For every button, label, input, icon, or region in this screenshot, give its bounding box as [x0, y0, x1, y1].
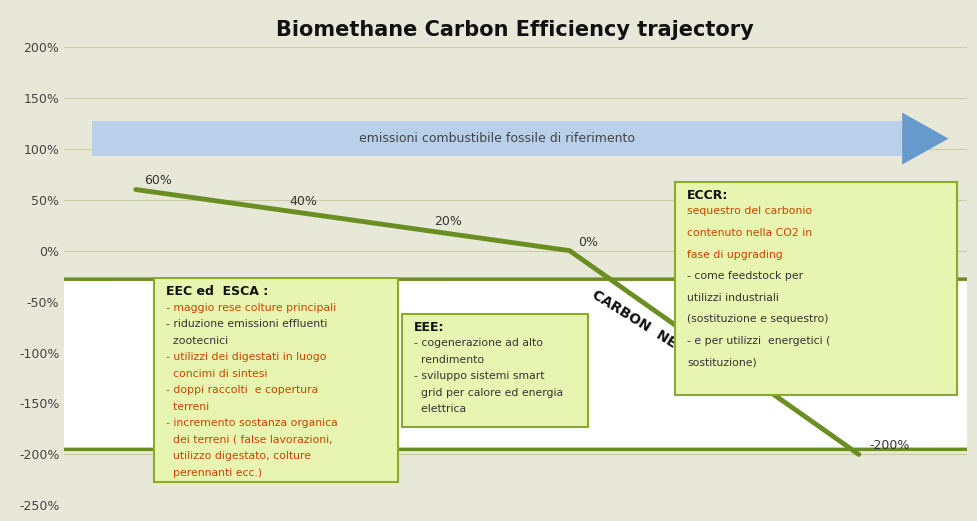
Text: - sviluppo sistemi smart: - sviluppo sistemi smart: [414, 371, 544, 381]
FancyBboxPatch shape: [154, 278, 398, 482]
Bar: [93, 121, 902, 156]
Text: - incremento sostanza organica: - incremento sostanza organica: [166, 418, 337, 428]
Text: -100%: -100%: [724, 338, 765, 351]
Text: - come feedstock per: - come feedstock per: [687, 271, 803, 281]
Text: elettrica: elettrica: [414, 404, 466, 414]
Text: emissioni combustibile fossile di riferimento: emissioni combustibile fossile di riferi…: [360, 132, 635, 145]
Text: dei terreni ( false lavorazioni,: dei terreni ( false lavorazioni,: [166, 435, 332, 445]
Text: (sostituzione e sequestro): (sostituzione e sequestro): [687, 314, 828, 324]
Text: fase di upgrading: fase di upgrading: [687, 250, 783, 259]
Text: rendimento: rendimento: [414, 354, 485, 365]
Title: Biomethane Carbon Efficiency trajectory: Biomethane Carbon Efficiency trajectory: [276, 20, 754, 40]
Text: EEE:: EEE:: [414, 320, 445, 333]
Text: perennanti ecc.): perennanti ecc.): [166, 468, 262, 478]
Text: terreni: terreni: [166, 402, 209, 412]
Text: - riduzione emissioni effluenti: - riduzione emissioni effluenti: [166, 319, 327, 329]
Text: - utilizzi dei digestati in luogo: - utilizzi dei digestati in luogo: [166, 352, 326, 362]
Text: 60%: 60%: [145, 175, 172, 188]
Text: sequestro del carbonio: sequestro del carbonio: [687, 206, 812, 216]
Text: grid per calore ed energia: grid per calore ed energia: [414, 388, 564, 398]
Text: 40%: 40%: [289, 195, 317, 208]
Polygon shape: [902, 113, 949, 165]
Text: contenuto nella CO2 in: contenuto nella CO2 in: [687, 228, 812, 238]
Text: sostituzione): sostituzione): [687, 357, 757, 367]
Text: - e per utilizzi  energetici (: - e per utilizzi energetici (: [687, 336, 830, 346]
Text: - doppi raccolti  e copertura: - doppi raccolti e copertura: [166, 385, 318, 395]
Text: -200%: -200%: [869, 439, 910, 452]
Text: ECCR:: ECCR:: [687, 189, 729, 202]
Text: 0%: 0%: [578, 235, 598, 249]
Text: concimi di sintesi: concimi di sintesi: [166, 369, 267, 379]
FancyBboxPatch shape: [403, 314, 588, 427]
Text: - maggio rese colture principali: - maggio rese colture principali: [166, 303, 336, 313]
Text: 20%: 20%: [434, 215, 461, 228]
Text: zootecnici: zootecnici: [166, 336, 228, 346]
Text: utilizzo digestato, colture: utilizzo digestato, colture: [166, 451, 311, 461]
FancyArrow shape: [0, 279, 977, 450]
Text: utilizzi industriali: utilizzi industriali: [687, 293, 779, 303]
Text: - cogenerazione ad alto: - cogenerazione ad alto: [414, 338, 543, 348]
Text: CARBON  NEGATIVE: CARBON NEGATIVE: [590, 287, 727, 380]
FancyBboxPatch shape: [675, 182, 957, 395]
Text: EEC ed  ESCA :: EEC ed ESCA :: [166, 286, 268, 299]
